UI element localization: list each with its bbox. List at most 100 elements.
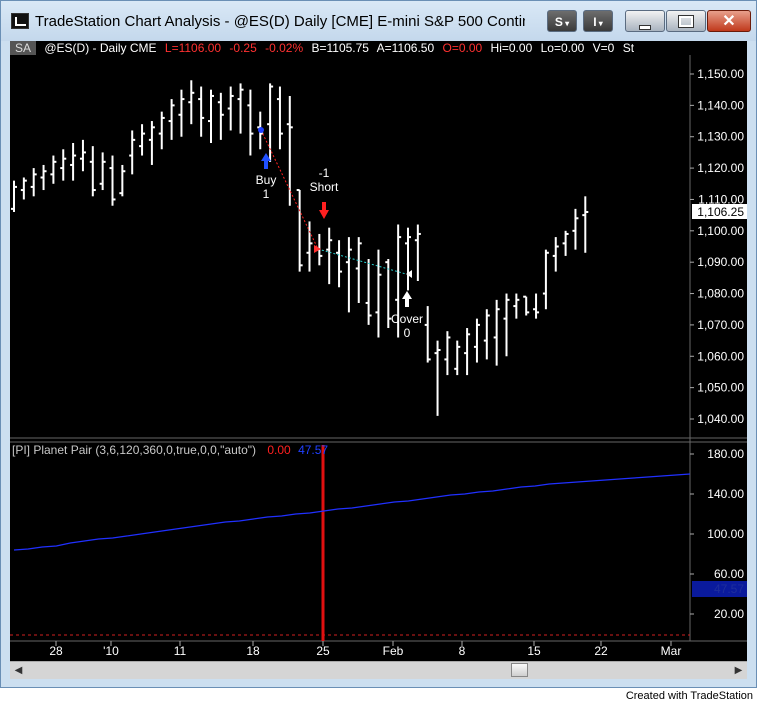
price-tick-label: 1,060.00: [697, 349, 744, 363]
title-bar[interactable]: TradeStation Chart Analysis - @ES(D) Dai…: [1, 1, 756, 41]
price-bar: [533, 293, 540, 319]
price-bar: [444, 331, 451, 376]
net-change: -0.25: [229, 41, 257, 55]
scroll-thumb[interactable]: [511, 663, 528, 677]
close-icon: ✕: [722, 13, 736, 30]
price-bar: [365, 259, 372, 325]
credit-text: Created with TradeStation: [625, 690, 753, 702]
scroll-right-icon[interactable]: ▶: [734, 665, 743, 676]
price-tick-label: 1,070.00: [697, 318, 744, 332]
price-bar: [50, 155, 57, 184]
short-label: Short: [309, 180, 339, 194]
date-tick-label: 15: [527, 644, 541, 658]
price-bar: [119, 164, 126, 197]
indicator-value-1: 0.00: [267, 443, 291, 457]
high-price: Hi=0.00: [490, 41, 533, 55]
indicator-tick-label: 20.00: [714, 607, 744, 621]
price-bar: [158, 111, 165, 150]
price-bar: [168, 99, 175, 140]
sa-badge[interactable]: SA: [10, 41, 37, 55]
date-tick-label: Mar: [661, 644, 682, 658]
price-bar: [306, 221, 313, 272]
price-bar: [208, 89, 214, 143]
price-tick-label: 1,080.00: [697, 287, 744, 301]
price-bar: [267, 83, 274, 162]
maximize-button[interactable]: [666, 10, 706, 32]
cover-label: Cover: [390, 312, 423, 326]
price-bar: [326, 227, 333, 285]
price-bar: [355, 237, 362, 303]
price-tick-label: 1,130.00: [697, 130, 744, 144]
date-tick-label: 8: [459, 644, 466, 658]
price-bar: [247, 89, 254, 156]
indicator-axis: 180.00 140.00 100.00 60.00 20.00: [690, 447, 744, 621]
trade-line-short: [317, 248, 407, 275]
price-bar: [109, 155, 116, 206]
i-dropdown-icon: ▾: [596, 19, 603, 28]
indicator-value-box: [692, 581, 747, 597]
date-tick-label: '10: [103, 644, 119, 658]
price-bar: [40, 164, 47, 191]
maximize-icon: [678, 15, 694, 28]
price-bar: [276, 86, 283, 150]
price-tick-label: 1,120.00: [697, 161, 744, 175]
scroll-left-icon[interactable]: ◀: [14, 665, 23, 676]
price-bar: [464, 328, 471, 376]
minimize-icon: [639, 25, 651, 30]
price-bar: [405, 227, 411, 291]
price-bar: [30, 168, 37, 197]
price-bars: [11, 80, 589, 416]
date-tick-label: Feb: [383, 644, 404, 658]
horizontal-scrollbar[interactable]: ◀ ▶: [10, 661, 747, 679]
indicator-tick-label: 60.00: [714, 567, 744, 581]
price-bar: [11, 180, 17, 212]
price-bar: [424, 306, 431, 363]
symbol-label: @ES(D) - Daily CME: [44, 41, 157, 55]
cover-annotation: Cover 0: [385, 312, 429, 340]
price-bar: [296, 189, 303, 272]
price-axis: 1,150.00 1,140.00 1,130.00 1,120.00 1,110.00…: [690, 67, 744, 426]
short-entry-marker: [314, 245, 321, 253]
price-tick-label: 1,140.00: [697, 98, 744, 112]
price-bar: [60, 149, 67, 181]
price-bar: [217, 92, 224, 140]
date-tick-label: 28: [49, 644, 63, 658]
low-price: Lo=0.00: [540, 41, 585, 55]
price-bar: [523, 295, 530, 316]
quote-status-line: SA @ES(D) - Daily CME L=1106.00 -0.25 -0…: [10, 41, 747, 55]
indicator-value-marker: 47.57: [714, 582, 744, 596]
price-bar: [473, 318, 480, 363]
i-menu-button[interactable]: I ▾: [583, 10, 613, 32]
price-chart: 1,150.00 1,140.00 1,130.00 1,120.00 1,110.00…: [10, 55, 747, 658]
window-title: TradeStation Chart Analysis - @ES(D) Dai…: [35, 13, 525, 30]
last-price: L=1106.00: [164, 41, 222, 55]
buy-entry-marker: [258, 127, 264, 133]
price-bar: [99, 152, 106, 191]
date-tick-label: 11: [174, 644, 187, 658]
price-bar: [454, 340, 461, 376]
price-bar: [542, 249, 549, 310]
price-bar: [375, 249, 382, 338]
indicator-value-2: 47.57: [298, 443, 329, 457]
trade-line-long: [260, 129, 319, 250]
price-tick-label: 1,040.00: [697, 412, 744, 426]
price-bar: [286, 95, 293, 206]
price-bar: [129, 130, 136, 175]
price-bar: [89, 146, 96, 197]
s-menu-button[interactable]: S ▾: [547, 10, 577, 32]
buy-annotation: Buy 1: [248, 173, 284, 201]
price-tick-label: 1,090.00: [697, 255, 744, 269]
minimize-button[interactable]: [625, 10, 665, 32]
short-qty: -1: [318, 166, 330, 180]
last-price-label: 1,106.25: [697, 205, 744, 219]
price-bar: [582, 196, 589, 253]
price-bar: [572, 208, 579, 250]
price-tick-label: 1,150.00: [697, 67, 744, 81]
close-button[interactable]: ✕: [707, 10, 751, 32]
indicator-name: [PI] Planet Pair (3,6,120,360,0,true,0,0…: [12, 443, 257, 457]
cover-qty: 0: [403, 326, 411, 340]
price-bar: [493, 299, 500, 366]
chart-area[interactable]: SA @ES(D) - Daily CME L=1106.00 -0.25 -0…: [10, 41, 747, 661]
indicator-line-group: [13, 473, 691, 551]
price-bar: [148, 121, 155, 165]
